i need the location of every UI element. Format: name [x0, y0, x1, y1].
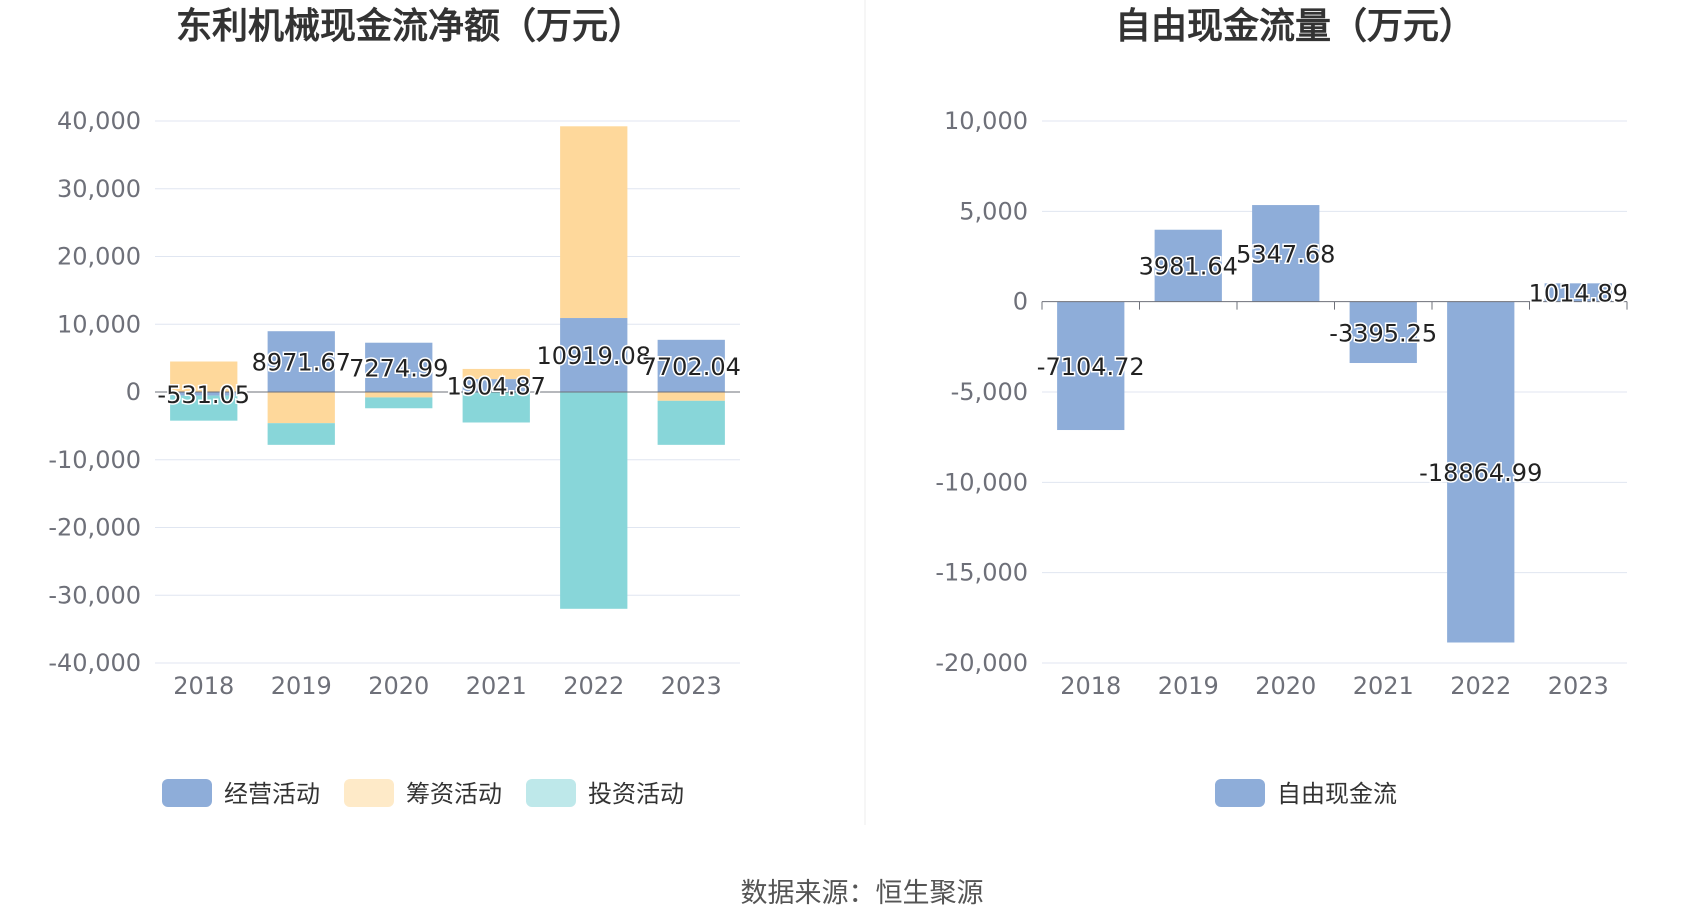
legend-swatch [344, 779, 394, 807]
x-tick-label: 2023 [661, 672, 722, 700]
y-tick-label: 0 [1013, 288, 1028, 316]
bar [1349, 301, 1417, 364]
y-tick-label: -10,000 [935, 468, 1028, 496]
x-tick-label: 2020 [368, 672, 429, 700]
y-tick-label: -15,000 [935, 559, 1028, 587]
data-label: -7104.72 [1037, 353, 1145, 381]
data-label: 10919.08 [536, 342, 651, 370]
bar [267, 423, 335, 445]
y-tick-label: 0 [126, 378, 141, 406]
bar [560, 318, 628, 392]
y-tick-label: 10,000 [944, 107, 1028, 135]
y-tick-label: 30,000 [57, 175, 141, 203]
x-tick-label: 2018 [173, 672, 234, 700]
legend-swatch [1215, 779, 1265, 807]
bar [1544, 283, 1612, 302]
data-label: 1014.89 [1529, 279, 1628, 307]
bar [462, 392, 530, 423]
bar [170, 392, 238, 396]
data-label: -3395.25 [1329, 319, 1437, 347]
left-legend[interactable]: 经营活动 筹资活动 投资活动 [162, 779, 684, 808]
data-label: -531.05 [157, 381, 250, 409]
legend-label: 自由现金流 [1277, 780, 1397, 808]
bar [1447, 301, 1515, 643]
bar [365, 397, 433, 409]
bar [462, 368, 530, 380]
x-tick-label: 2020 [1255, 672, 1316, 700]
legend-swatch [526, 779, 576, 807]
y-tick-label: -5,000 [951, 378, 1028, 406]
cashflow-net-chart: 东利机械现金流净额（万元） 40,00030,00020,00010,0000-… [48, 5, 742, 808]
data-label: 1904.87 [447, 373, 546, 401]
y-tick-label: 20,000 [57, 243, 141, 271]
data-label: 3981.64 [1139, 253, 1238, 281]
y-tick-label: -30,000 [48, 581, 141, 609]
bar [267, 392, 335, 424]
bar [170, 395, 238, 421]
x-tick-label: 2022 [563, 672, 624, 700]
x-tick-label: 2022 [1450, 672, 1511, 700]
left-chart-title: 东利机械现金流净额（万元） [176, 5, 644, 47]
x-tick-label: 2023 [1548, 672, 1609, 700]
bar [365, 342, 433, 392]
source-note: 数据来源：恒生聚源 [741, 878, 984, 909]
data-label: -18864.99 [1419, 459, 1542, 487]
bar [170, 361, 238, 392]
left-x-axis: 2018 2019 2020 2021 2022 2023 [155, 391, 740, 700]
bar [462, 379, 530, 392]
legend-item[interactable]: 自由现金流 [1215, 779, 1397, 808]
right-grid: 10,000 5,000 0 -5,000 -10,000 -15,000 -20,000 [935, 107, 1627, 677]
left-grid: 40,000 30,000 20,000 10,000 0 -10,000 -20,000 -… [48, 107, 740, 677]
legend-item[interactable]: 筹资活动 [344, 779, 502, 808]
legend-label: 筹资活动 [406, 780, 502, 808]
y-tick-label: -20,000 [48, 514, 141, 542]
left-bars [170, 126, 725, 609]
legend-item[interactable]: 投资活动 [526, 779, 684, 808]
x-tick-label: 2021 [1353, 672, 1414, 700]
bar [267, 331, 335, 392]
right-x-axis: 2018 2019 2020 2021 2022 2023 [1041, 301, 1628, 700]
right-bars [1057, 205, 1612, 643]
legend-item[interactable]: 经营活动 [162, 779, 320, 808]
bar [1154, 229, 1222, 302]
legend-label: 投资活动 [588, 780, 684, 808]
x-tick-label: 2021 [466, 672, 527, 700]
y-tick-label: 40,000 [57, 107, 141, 135]
x-tick-label: 2019 [271, 672, 332, 700]
bar [1252, 205, 1320, 302]
bar [657, 400, 725, 445]
bar [560, 392, 628, 609]
bar [1057, 301, 1125, 431]
data-label: 5347.68 [1236, 240, 1335, 268]
free-cash-flow-chart: 自由现金流量（万元） 10,000 5,000 0 -5,000 -10,000 -15,… [935, 5, 1629, 808]
x-tick-label: 2019 [1158, 672, 1219, 700]
data-label: 8971.67 [252, 349, 351, 377]
bar [657, 339, 725, 392]
legend-label: 经营活动 [224, 780, 320, 808]
x-tick-label: 2018 [1060, 672, 1121, 700]
data-label: 7274.99 [349, 354, 448, 382]
y-tick-label: 10,000 [57, 310, 141, 338]
legend-swatch [162, 779, 212, 807]
right-chart-title: 自由现金流量（万元） [1115, 5, 1475, 47]
bar [560, 126, 628, 319]
y-tick-label: -40,000 [48, 649, 141, 677]
y-tick-label: 5,000 [959, 197, 1028, 225]
right-legend[interactable]: 自由现金流 [1215, 779, 1397, 808]
y-tick-label: -10,000 [48, 446, 141, 474]
bar [657, 392, 725, 401]
bar [365, 392, 433, 398]
data-label: 7702.04 [642, 353, 741, 381]
y-tick-label: -20,000 [935, 649, 1028, 677]
